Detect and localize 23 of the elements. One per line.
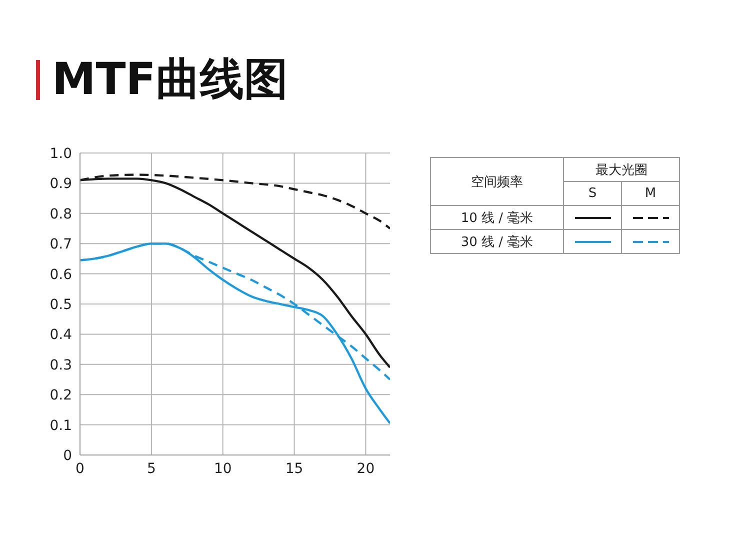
y-tick-label: 0 (63, 448, 72, 464)
text: S (564, 182, 622, 206)
y-tick-label: 0.9 (50, 176, 72, 192)
x-tick-label: 5 (146, 460, 156, 477)
y-tick-label: 1.0 (50, 146, 72, 162)
x-tick-label: 15 (285, 460, 304, 477)
y-tick-label: 0.5 (50, 296, 72, 313)
y-tick-label: 0.6 (50, 266, 72, 283)
chart-title: MTF曲线图 (52, 53, 288, 107)
x-tick-label: 20 (356, 460, 375, 477)
text: 30 线 / 毫米 (430, 230, 564, 254)
text: 10 线 / 毫米 (430, 206, 564, 230)
y-tick-label: 0.1 (50, 418, 72, 434)
text: 空间频率 (430, 158, 564, 206)
y-tick-label: 0.8 (50, 206, 72, 222)
y-tick-label: 0.4 (50, 327, 72, 344)
y-tick-label: 0.2 (50, 388, 72, 404)
text: 最大光圈 (564, 158, 680, 182)
y-tick-label: 0.3 (50, 357, 72, 374)
x-tick-label: 0 (76, 460, 84, 477)
text: M (622, 182, 680, 206)
y-tick-label: 0.7 (50, 236, 72, 253)
x-tick-label: 10 (214, 460, 232, 477)
